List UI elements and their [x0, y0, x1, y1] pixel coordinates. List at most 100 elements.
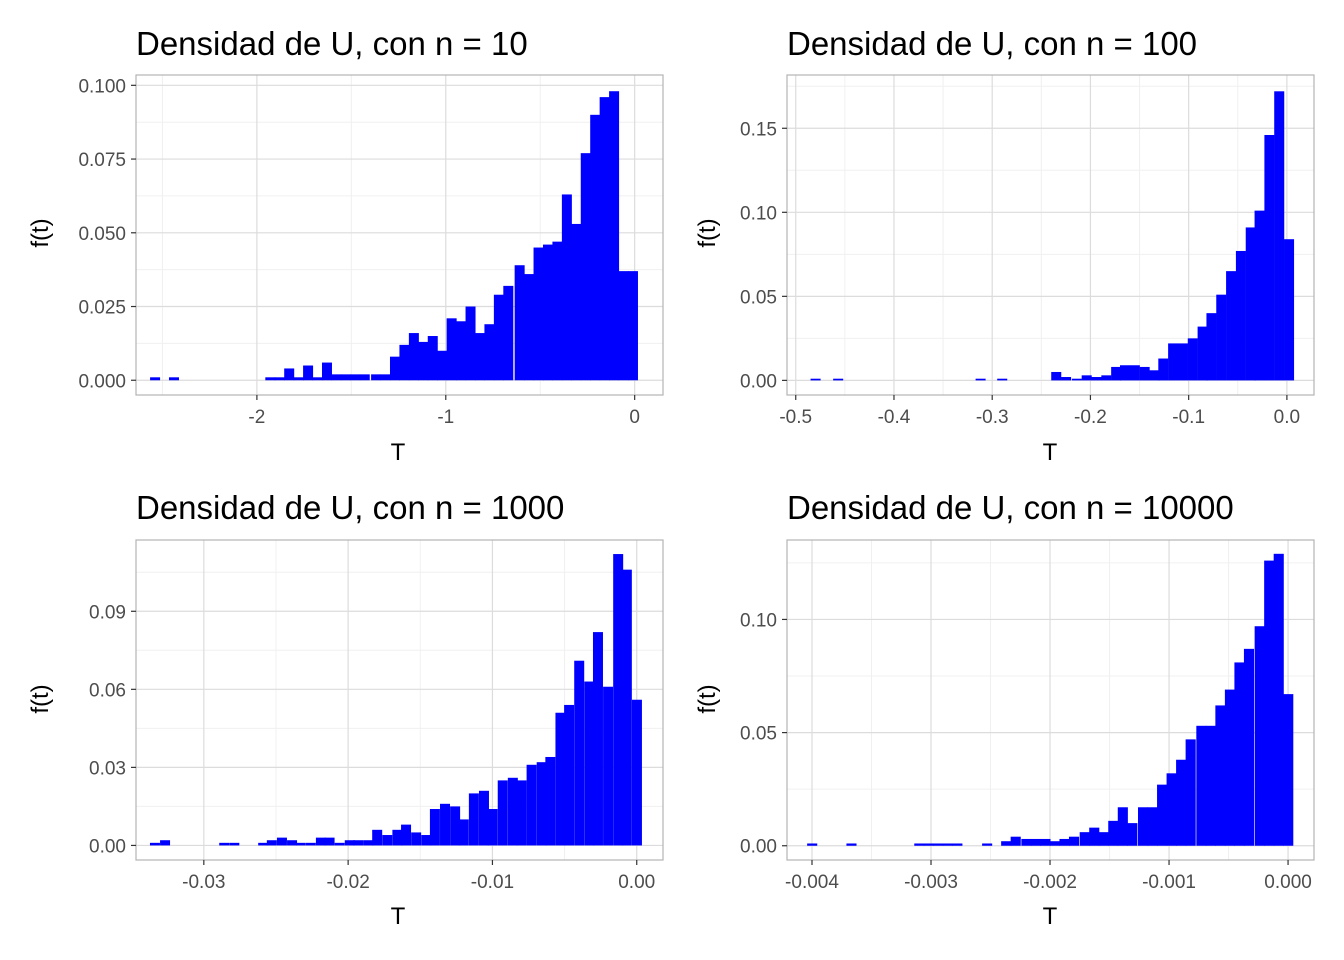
- histogram-bar: [542, 244, 553, 381]
- histogram-bar: [571, 223, 582, 381]
- histogram-bar: [427, 336, 438, 381]
- histogram-bar: [1030, 838, 1041, 846]
- y-tick-label: 0.10: [740, 610, 777, 631]
- x-tick-label: -0.001: [1142, 872, 1196, 893]
- y-axis-label: f(t): [694, 684, 721, 713]
- x-tick-label: -0.003: [904, 872, 958, 893]
- histogram-bar: [363, 840, 374, 846]
- histogram-bar: [603, 686, 614, 846]
- histogram-bar: [807, 843, 818, 846]
- x-axis-label: T: [1043, 439, 1058, 466]
- x-tick-label: 0.000: [1264, 872, 1312, 893]
- histogram-bar: [408, 333, 419, 381]
- panel-border: [786, 74, 1315, 396]
- histogram-bar: [516, 780, 527, 846]
- histogram-bar: [1273, 553, 1284, 846]
- histogram-bar: [1089, 827, 1100, 846]
- histogram-bar: [1098, 832, 1109, 846]
- histogram-bar: [631, 699, 642, 846]
- histogram-bar: [584, 681, 595, 846]
- histogram-bar: [440, 803, 451, 846]
- histogram-bar: [168, 377, 179, 381]
- x-axis-label: T: [391, 439, 406, 466]
- histogram-bar: [1205, 725, 1216, 846]
- histogram-bar: [982, 843, 993, 846]
- histogram-bar: [334, 842, 345, 846]
- histogram-bar: [1101, 375, 1112, 381]
- histogram-bar: [344, 840, 355, 846]
- bars: [807, 553, 1294, 846]
- y-tick-label: 0.09: [89, 602, 126, 623]
- histogram-bar: [592, 632, 603, 846]
- histogram-bar: [590, 114, 601, 381]
- y-tick-label: 0.03: [89, 758, 126, 779]
- histogram-bar: [1108, 820, 1119, 846]
- histogram-bar: [1001, 841, 1012, 846]
- panel-n10: Densidad de U, con n = 10 T f(t) -2 -1 0 0.…: [27, 25, 664, 466]
- histogram-bar: [1196, 725, 1207, 846]
- histogram-bar: [1224, 689, 1235, 846]
- histogram-bar: [533, 247, 544, 381]
- histogram-bar: [1139, 366, 1150, 381]
- panel-title: Densidad de U, con n = 1000: [136, 489, 564, 526]
- histogram-bar: [1197, 326, 1208, 381]
- histogram-bar: [975, 378, 986, 381]
- x-tick-label: -0.002: [1023, 872, 1077, 893]
- histogram-bar: [399, 344, 410, 381]
- histogram-bar: [1061, 377, 1072, 381]
- histogram-bar: [1049, 841, 1061, 846]
- bars: [810, 91, 1295, 381]
- histogram-bar: [456, 321, 467, 381]
- histogram-bar: [1068, 836, 1080, 846]
- x-tick-label: -0.5: [779, 407, 812, 428]
- histogram-bar: [287, 840, 298, 846]
- histogram-bar: [524, 274, 535, 381]
- panel-border: [135, 539, 664, 861]
- histogram-bar: [1216, 294, 1227, 381]
- histogram-bar: [952, 843, 963, 846]
- histogram-bar: [353, 840, 364, 846]
- panel-title: Densidad de U, con n = 100: [787, 25, 1197, 62]
- y-tick-label: 0.100: [78, 76, 126, 97]
- histogram-bar: [1127, 823, 1138, 846]
- panel-title: Densidad de U, con n = 10: [136, 25, 528, 62]
- histogram-bar: [942, 843, 953, 846]
- histogram-bar: [1274, 91, 1285, 381]
- histogram-bar: [258, 842, 269, 846]
- histogram-bar: [1185, 739, 1196, 846]
- histogram-bar: [810, 378, 821, 381]
- panel-n10000: Densidad de U, con n = 10000 T f(t) -0.0…: [694, 489, 1315, 930]
- histogram-bar: [421, 835, 432, 846]
- histogram-bar: [1119, 365, 1131, 381]
- x-tick-label: -1: [437, 407, 454, 428]
- histogram-bar: [555, 712, 566, 846]
- panel-n1000: Densidad de U, con n = 1000 T f(t) -0.03…: [27, 489, 664, 930]
- histogram-bar: [497, 780, 508, 846]
- histogram-bar: [609, 91, 620, 381]
- histogram-bar: [160, 840, 171, 846]
- histogram-bar: [484, 324, 495, 381]
- histogram-bar: [1021, 838, 1032, 846]
- histogram-bar: [564, 704, 575, 846]
- histogram-bar: [833, 378, 844, 381]
- histogram-bar: [923, 843, 934, 846]
- y-tick-label: 0.00: [740, 837, 777, 858]
- histogram-bar: [321, 362, 332, 381]
- histogram-bar: [266, 840, 277, 846]
- x-tick-label: 0.00: [618, 872, 655, 893]
- x-tick-label: -0.3: [976, 407, 1009, 428]
- x-tick-label: 0.0: [1274, 407, 1300, 428]
- histogram-bar: [580, 153, 591, 381]
- histogram-bar: [359, 374, 370, 381]
- histogram-bar: [545, 756, 556, 846]
- x-tick-label: -0.03: [182, 872, 225, 893]
- histogram-bar: [401, 824, 412, 846]
- histogram-bar: [1234, 662, 1245, 846]
- histogram-bar: [380, 374, 391, 381]
- histogram-bar: [1215, 705, 1226, 846]
- histogram-bar: [846, 843, 857, 846]
- histogram-bar: [493, 294, 504, 381]
- histogram-bar: [933, 843, 944, 846]
- histogram-bar: [997, 378, 1008, 381]
- histogram-bar: [514, 265, 525, 381]
